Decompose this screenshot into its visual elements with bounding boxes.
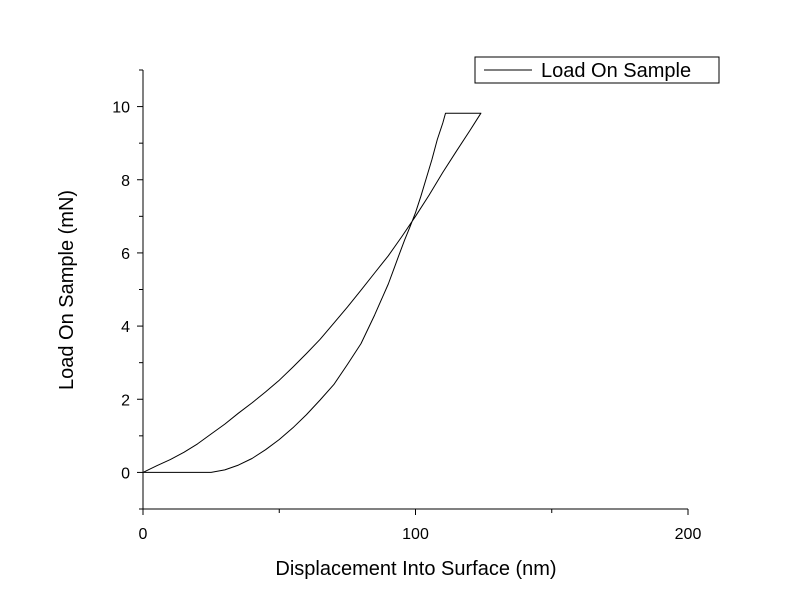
y-tick-label: 6 [121,246,130,263]
x-tick-label: 0 [139,526,148,543]
legend-label: Load On Sample [541,60,691,82]
y-tick-label: 2 [121,392,130,409]
y-tick-label: 10 [112,100,130,117]
x-tick-label: 200 [675,526,702,543]
legend: Load On Sample [474,56,720,84]
y-tick-label: 4 [121,319,130,336]
x-tick-label: 100 [402,526,429,543]
y-tick-label: 0 [121,465,130,482]
x-axis-title: Displacement Into Surface (nm) [275,558,556,580]
axes [142,70,688,510]
series-line-1 [142,112,482,473]
series-layer [142,112,482,473]
y-axis-title: Load On Sample (mN) [56,190,78,390]
y-tick-label: 8 [121,173,130,190]
